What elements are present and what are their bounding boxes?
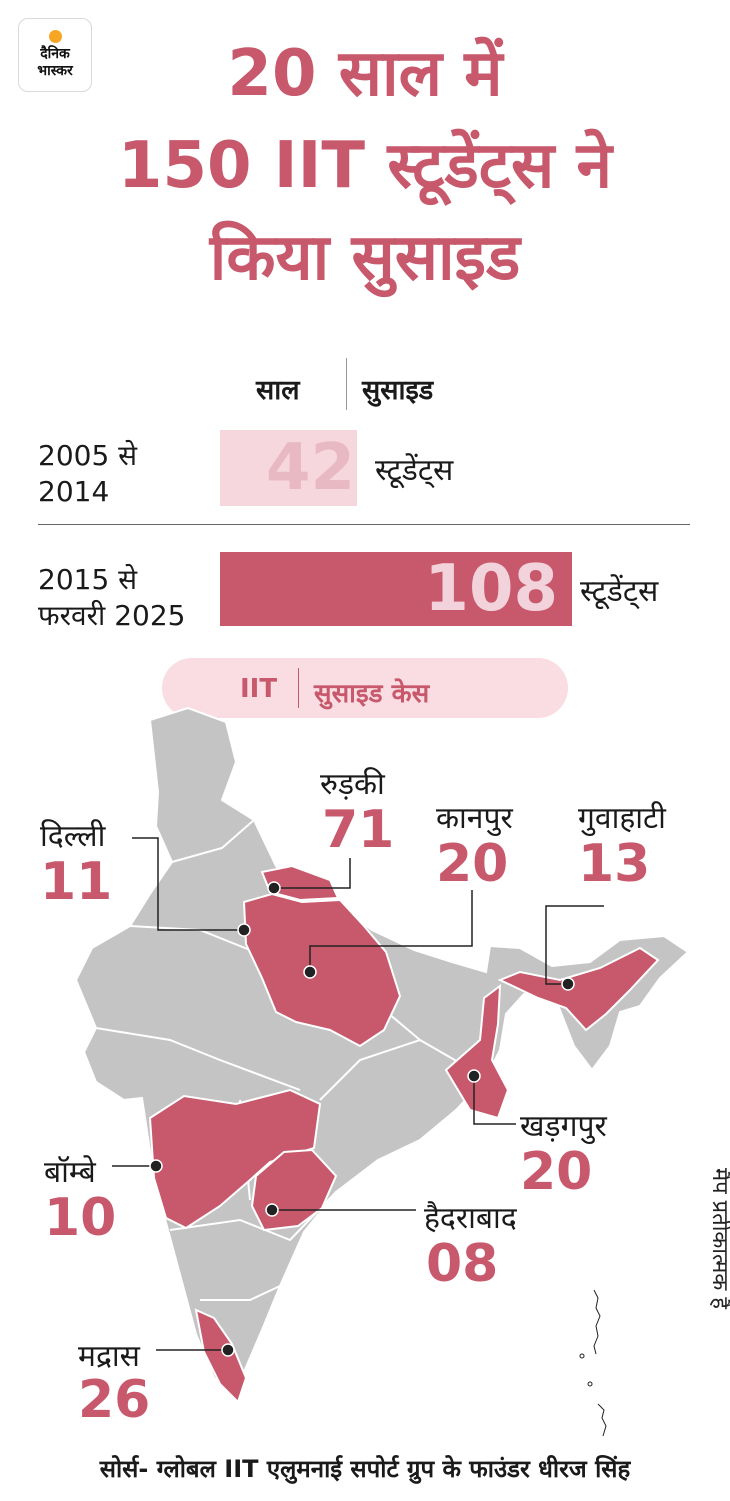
state-maharashtra <box>148 1088 322 1230</box>
city-dots <box>149 881 575 1357</box>
leader-lines <box>112 837 604 1351</box>
map-note: मैप प्रतीकात्मक है <box>707 1168 730 1309</box>
bar-2015-2025: 108 <box>220 552 572 626</box>
sun-icon <box>49 30 62 43</box>
bar-unit-2005-2014: स्टूडेंट्स <box>375 453 454 488</box>
dot-roorkee <box>267 881 281 895</box>
state-assam <box>497 946 660 1032</box>
row-label-line: 2014 <box>38 475 110 508</box>
islands <box>579 1289 607 1437</box>
logo-line-1: दैनिक <box>40 46 70 62</box>
title-line-1: 20 साल में <box>227 37 503 111</box>
island <box>593 1289 601 1355</box>
leader-roorkee <box>274 858 351 889</box>
state-border <box>171 819 255 863</box>
bar-value-2005-2014: 42 <box>265 431 355 505</box>
city-count-hyderabad: 08 <box>426 1234 499 1294</box>
city-name-guwahati: गुवाहाटी <box>578 801 666 836</box>
legend-separator <box>298 668 299 708</box>
bar-2005-2014: 42 <box>220 430 357 506</box>
state-border <box>200 1285 281 1301</box>
city-count-kharagpur: 20 <box>520 1142 593 1202</box>
header-suicide: सुसाइड <box>362 375 434 406</box>
row-label-2005-2014: 2005 से 2014 <box>38 438 137 510</box>
dot-guwahati <box>561 977 575 991</box>
source-credit: सोर्स- ग्लोबल IIT एलुमनाई सपोर्ट ग्रुप क… <box>99 1455 631 1483</box>
city-name-bombay: बॉम्बे <box>44 1155 96 1190</box>
city-count-bombay: 10 <box>44 1188 117 1248</box>
city-count-roorkee: 71 <box>322 800 395 860</box>
state-kerala <box>194 1308 248 1404</box>
city-count-madras: 26 <box>78 1370 151 1430</box>
title-line-2: 150 IIT स्टूडेंट्स ने <box>117 129 613 203</box>
dot-bombay <box>149 1159 163 1173</box>
island <box>579 1353 585 1359</box>
city-name-kharagpur: खड़गपुर <box>520 1109 607 1144</box>
dot-madras <box>221 1343 235 1357</box>
state-border <box>95 1027 301 1091</box>
city-count-kanpur: 20 <box>436 834 509 894</box>
leader-guwahati <box>545 905 604 985</box>
leader-delhi <box>132 837 244 931</box>
row-label-line: फरवरी 2025 <box>38 599 186 632</box>
row-divider <box>38 524 690 525</box>
row-label-2015-2025: 2015 से फरवरी 2025 <box>38 562 185 634</box>
state-west-bengal <box>444 983 510 1120</box>
header-year: साल <box>256 375 300 406</box>
header-separator <box>346 358 347 410</box>
state-uttar-pradesh <box>242 892 402 1048</box>
leader-kanpur <box>309 890 473 972</box>
row-label-line: 2015 से <box>38 563 138 596</box>
legend-iit: IIT <box>240 674 278 704</box>
city-name-delhi: दिल्ली <box>40 819 106 854</box>
bar-value-2015-2025: 108 <box>424 552 558 626</box>
title-line-3: किया सुसाइड <box>209 221 521 295</box>
highlighted-states <box>148 864 660 1404</box>
island <box>597 1403 607 1437</box>
city-name-hyderabad: हैदराबाद <box>424 1201 517 1236</box>
leader-kharagpur <box>473 1076 516 1125</box>
legend-pill: IIT सुसाइड केस <box>162 658 568 718</box>
city-name-kanpur: कानपुर <box>436 801 513 836</box>
dot-kharagpur <box>467 1069 481 1083</box>
city-count-guwahati: 13 <box>578 834 651 894</box>
dot-hyderabad <box>265 1203 279 1217</box>
dot-kanpur <box>303 965 317 979</box>
city-name-madras: मद्रास <box>78 1339 140 1374</box>
legend-suicide-cases: सुसाइड केस <box>314 679 430 709</box>
state-border <box>319 1038 487 1101</box>
page-title: 20 साल में 150 IIT स्टूडेंट्स ने किया सु… <box>40 28 690 304</box>
bar-unit-2015-2025: स्टूडेंट्स <box>580 574 659 609</box>
city-count-delhi: 11 <box>40 852 113 912</box>
row-label-line: 2005 से <box>38 439 138 472</box>
dainik-bhaskar-logo: दैनिक भास्कर <box>18 18 92 92</box>
city-name-roorkee: रुड़की <box>320 767 385 802</box>
dot-delhi <box>237 923 251 937</box>
logo-line-2: भास्कर <box>37 63 73 79</box>
island <box>587 1381 593 1387</box>
